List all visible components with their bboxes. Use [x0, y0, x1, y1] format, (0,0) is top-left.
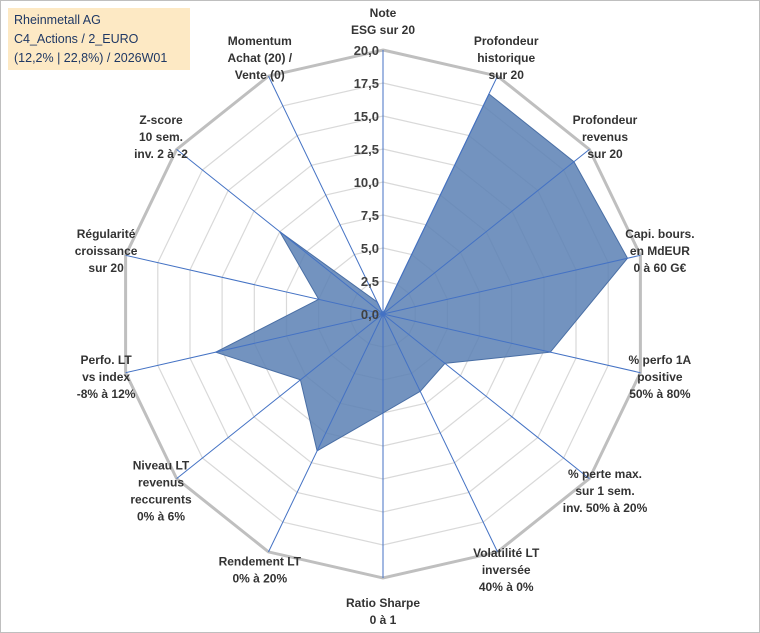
axis-label: Volatilité LT inversée 40% à 0%: [473, 546, 540, 594]
axis-label-line: positive: [637, 370, 683, 384]
category-line: C4_Actions / 2_EURO: [14, 32, 139, 46]
axis-label: % perfo 1A positive 50% à 80%: [629, 353, 692, 401]
axis-label: Niveau LT revenus reccurents 0% à 6%: [130, 459, 192, 524]
tick-label: 20,0: [354, 43, 379, 58]
axis-label-line: revenus: [582, 130, 628, 144]
axis-label-line: sur 20: [88, 261, 124, 275]
axis-label-line: Régularité: [77, 227, 136, 241]
axis-label-line: 40% à 0%: [479, 580, 534, 594]
axis-label-line: Z-score: [139, 113, 183, 127]
tick-label: 5,0: [361, 241, 379, 256]
axis-label-line: historique: [477, 51, 535, 65]
spoke-line: [125, 313, 384, 374]
axis-label-line: -8% à 12%: [77, 387, 136, 401]
company-name: Rheinmetall AG: [14, 13, 101, 27]
spoke-line: [125, 254, 384, 315]
axis-label-line: sur 20: [489, 68, 525, 82]
axis-label-line: inv. 2 à -2: [134, 147, 188, 161]
axis-label: Ratio Sharpe 0 à 1: [346, 596, 420, 627]
axis-label-line: Niveau LT: [133, 459, 190, 473]
chart-title-box: Rheinmetall AG C4_Actions / 2_EURO (12,2…: [8, 8, 190, 70]
axis-label-line: Momentum: [228, 34, 292, 48]
axis-label-line: Capi. bours.: [625, 227, 694, 241]
tick-label: 10,0: [354, 175, 379, 190]
axis-label: Momentum Achat (20) / Vente (0): [227, 34, 292, 82]
axis-label-line: 0% à 20%: [232, 571, 287, 585]
axis-label-line: 10 sem.: [139, 130, 183, 144]
axis-label-line: ESG sur 20: [351, 23, 415, 37]
axis-label: Profondeur historique sur 20: [474, 34, 539, 82]
axis-label-line: Vente (0): [235, 68, 285, 82]
axis-label-line: 50% à 80%: [629, 387, 691, 401]
axis-label-line: inv. 50% à 20%: [563, 501, 648, 515]
radar-axis-labels: Note ESG sur 20 Profondeur historique sur 20…: [75, 6, 695, 627]
tick-label: 2,5: [361, 274, 379, 289]
axis-label-line: Note: [370, 6, 397, 20]
tick-label: 12,5: [354, 142, 379, 157]
spoke-line: [268, 313, 384, 553]
axis-label-line: reccurents: [130, 493, 192, 507]
radar-tick-labels: 0,0 2,5 5,0 7,5 10,0 12,5 15,0 17,5 20,0: [354, 43, 379, 322]
axis-label-line: Profondeur: [573, 113, 638, 127]
axis-label-line: Achat (20) /: [227, 51, 292, 65]
axis-label-line: Volatilité LT: [473, 546, 540, 560]
radar-spokes: [125, 50, 641, 578]
axis-label: Rendement LT 0% à 20%: [219, 554, 302, 585]
axis-label-line: en MdEUR: [630, 244, 690, 258]
axis-label-line: croissance: [75, 244, 138, 258]
axis-label-line: inversée: [482, 563, 531, 577]
axis-label-line: Rendement LT: [219, 554, 302, 568]
tick-label: 7,5: [361, 208, 379, 223]
axis-label-line: 0% à 6%: [137, 510, 185, 524]
spoke-line: [382, 254, 641, 315]
spoke-line: [176, 313, 384, 479]
axis-label: Note ESG sur 20: [351, 6, 415, 37]
axis-label-line: 0 à 60 G€: [634, 261, 687, 275]
axis-label-line: % perte max.: [568, 467, 642, 481]
stats-line: (12,2% | 22,8%) / 2026W01: [14, 51, 168, 65]
spoke-line: [382, 313, 498, 553]
spoke-line: [268, 75, 384, 315]
axis-label: Profondeur revenus sur 20: [573, 113, 638, 161]
spoke-line: [382, 75, 498, 315]
spoke-line: [176, 149, 384, 315]
axis-label-line: revenus: [138, 476, 184, 490]
tick-label: 15,0: [354, 109, 379, 124]
spoke-line: [382, 149, 590, 315]
axis-label-line: vs index: [82, 370, 130, 384]
axis-label-line: sur 1 sem.: [575, 484, 634, 498]
axis-label-line: Ratio Sharpe: [346, 596, 420, 610]
axis-label-line: % perfo 1A: [629, 353, 692, 367]
axis-label: % perte max. sur 1 sem. inv. 50% à 20%: [563, 467, 648, 515]
tick-label: 0,0: [361, 307, 379, 322]
spoke-line: [382, 313, 590, 479]
spoke-line: [382, 313, 641, 374]
axis-label-line: sur 20: [587, 147, 623, 161]
axis-label-line: Perfo. LT: [81, 353, 133, 367]
axis-label-line: 0 à 1: [370, 613, 397, 627]
tick-label: 17,5: [354, 76, 379, 91]
axis-label-line: Profondeur: [474, 34, 539, 48]
axis-label: Perfo. LT vs index -8% à 12%: [77, 353, 136, 401]
axis-label: Régularité croissance sur 20: [75, 227, 138, 275]
axis-label: Capi. bours. en MdEUR 0 à 60 G€: [625, 227, 694, 275]
axis-label: Z-score 10 sem. inv. 2 à -2: [134, 113, 188, 161]
